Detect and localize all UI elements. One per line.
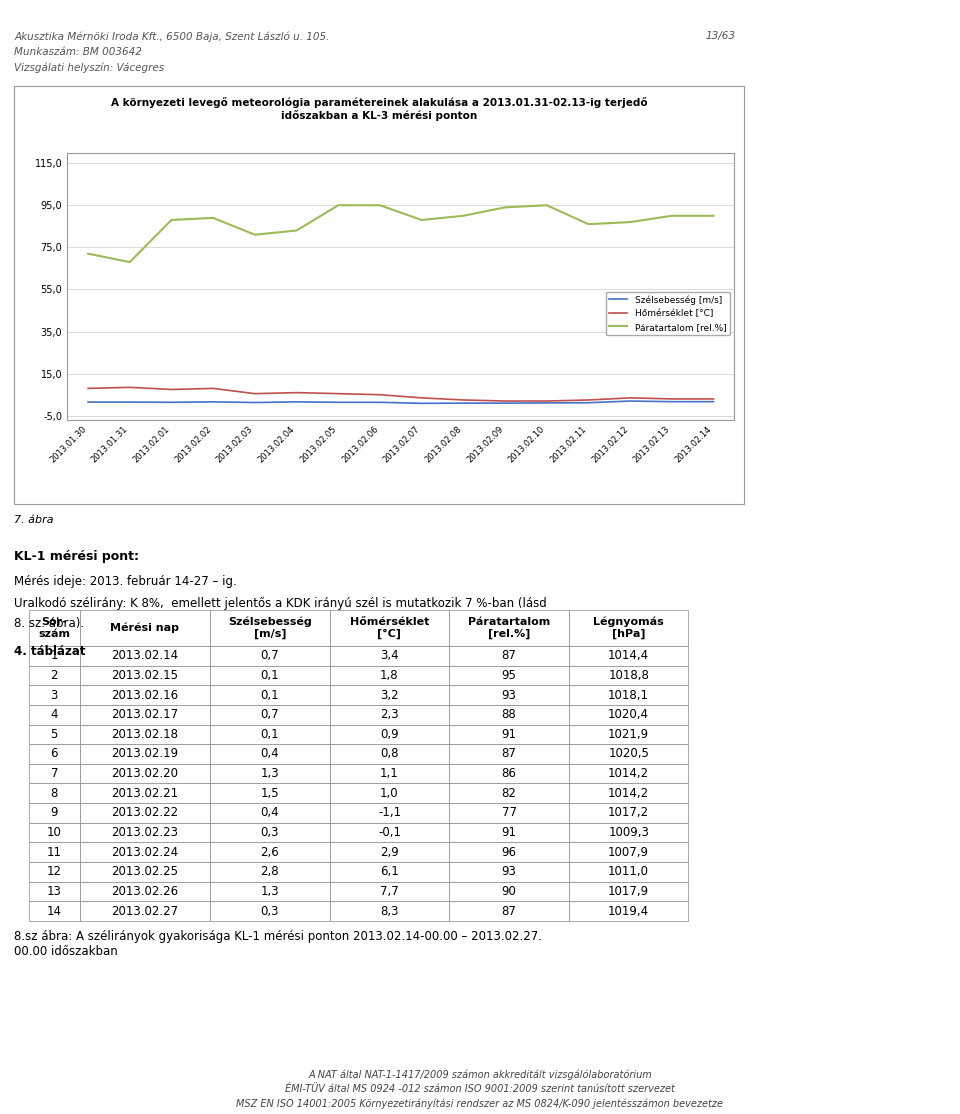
- Text: A környezeti levegő meteorológia paramétereinek alakulása a 2013.01.31-02.13-ig : A környezeti levegő meteorológia paramét…: [111, 97, 647, 120]
- Text: A NAT által NAT-1-1417/2009 számon akkreditált vizsgálólaboratórium: A NAT által NAT-1-1417/2009 számon akkre…: [308, 1069, 652, 1079]
- Text: MSZ EN ISO 14001:2005 Környezetirányítási rendszer az MS 0824/K-090 jelentésszám: MSZ EN ISO 14001:2005 Környezetirányítás…: [236, 1098, 724, 1108]
- Text: 13/63: 13/63: [706, 31, 735, 41]
- Text: Mérés ideje: 2013. február 14-27 – ig.: Mérés ideje: 2013. február 14-27 – ig.: [14, 575, 237, 588]
- Text: 8.sz ábra: A szélirányok gyakorisága KL-1 mérési ponton 2013.02.14-00.00 – 2013.: 8.sz ábra: A szélirányok gyakorisága KL-…: [14, 930, 542, 958]
- Legend: Szélsebesség [m/s], Hőmérséklet [°C], Páratartalom [rel.%]: Szélsebesség [m/s], Hőmérséklet [°C], Pá…: [606, 292, 730, 335]
- Text: KL-1 mérési pont:: KL-1 mérési pont:: [14, 550, 139, 564]
- Text: Munkaszám: BM 003642: Munkaszám: BM 003642: [14, 47, 142, 57]
- Text: 4. táblázat: 4. táblázat: [14, 645, 85, 658]
- Text: 7. ábra: 7. ábra: [14, 515, 54, 525]
- Text: Vizsgálati helyszín: Vácegres: Vizsgálati helyszín: Vácegres: [14, 62, 164, 72]
- Text: Akusztika Mérnöki Iroda Kft., 6500 Baja, Szent László u. 105.: Akusztika Mérnöki Iroda Kft., 6500 Baja,…: [14, 31, 330, 41]
- Text: 8. sz. ábra).: 8. sz. ábra).: [14, 617, 84, 631]
- Text: Uralkodó szélirány: K 8%,  emellett jelentős a KDK irányú szél is mutatkozik 7 %: Uralkodó szélirány: K 8%, emellett jelen…: [14, 597, 547, 610]
- Text: ÉMI-TÜV által MS 0924 -012 számon ISO 9001:2009 szerint tanúsított szervezet: ÉMI-TÜV által MS 0924 -012 számon ISO 90…: [285, 1084, 675, 1094]
